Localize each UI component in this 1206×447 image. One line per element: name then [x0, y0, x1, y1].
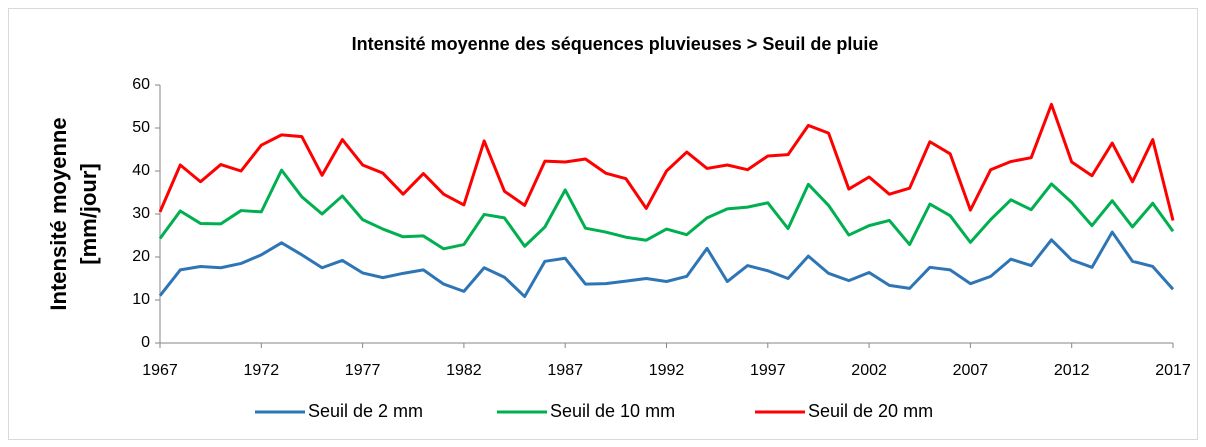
x-tick-label: 1997 [750, 362, 786, 379]
x-tick-label: 1972 [244, 362, 280, 379]
x-tick-label: 1967 [142, 362, 178, 379]
x-tick-label: 1987 [547, 362, 583, 379]
y-axis-title-line: [mm/jour] [76, 163, 101, 264]
y-tick-label: 20 [132, 248, 150, 265]
legend-label: Seuil de 2 mm [308, 401, 423, 421]
y-axis-title-line: Intensité moyenne [46, 117, 71, 310]
data-line [158, 168, 1175, 251]
x-tick-label: 1992 [649, 362, 685, 379]
data-line [158, 102, 1175, 221]
y-tick-label: 40 [132, 162, 150, 179]
data-line [158, 230, 1175, 299]
chart-title: Intensité moyenne des séquences pluvieus… [352, 34, 879, 54]
y-axis-title: Intensité moyenne [mm/jour] [46, 117, 101, 310]
x-tick-label: 1977 [345, 362, 381, 379]
legend-label: Seuil de 10 mm [550, 401, 675, 421]
legend-label: Seuil de 20 mm [808, 401, 933, 421]
x-tick-label: 1982 [446, 362, 482, 379]
x-tick-label: 2017 [1155, 362, 1191, 379]
x-tick-label: 2012 [1054, 362, 1090, 379]
y-tick-label: 60 [132, 76, 150, 93]
x-tick-label: 2007 [953, 362, 989, 379]
x-tick-label: 2002 [851, 362, 887, 379]
y-tick-label: 10 [132, 291, 150, 308]
chart-frame [8, 8, 1198, 440]
y-tick-label: 30 [132, 205, 150, 222]
y-tick-label: 0 [141, 334, 150, 351]
y-tick-label: 50 [132, 119, 150, 136]
